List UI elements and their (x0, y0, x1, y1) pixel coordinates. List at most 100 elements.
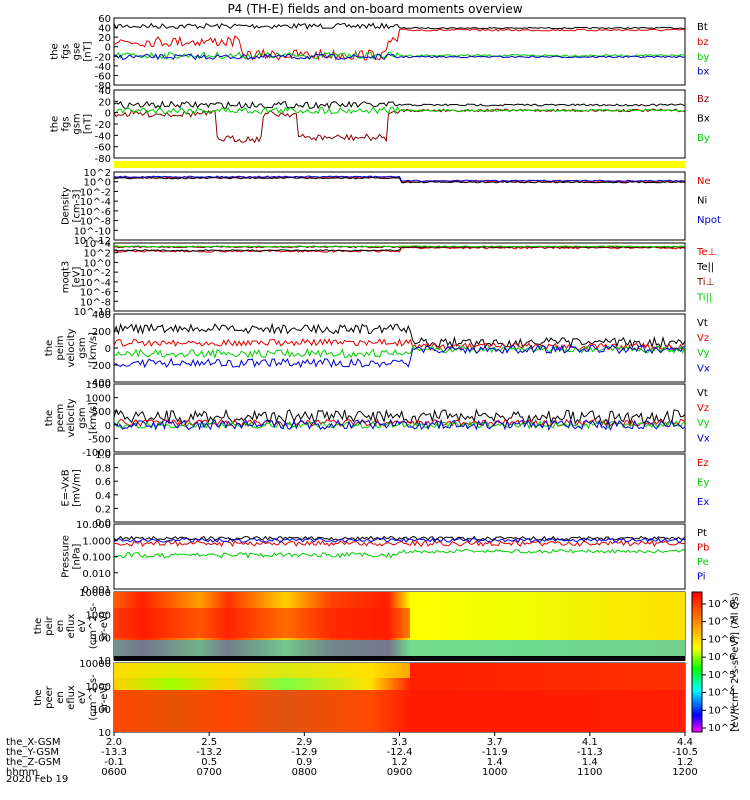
legend-Vx: Vx (697, 363, 710, 374)
ytick-label: 10^-8 (80, 217, 111, 228)
panel-frame (113, 313, 686, 383)
series-peem_velocity-Vx (113, 418, 686, 432)
colorbar-label: [eV/(cm^2-s-sr-eV)] (All Qs) (730, 592, 741, 731)
electron-spectrogram-hot-band (114, 690, 685, 732)
ytick-label: 0 (105, 344, 111, 355)
colorbar-tick-label: 10^5 (708, 670, 735, 681)
ytick-label: 0.100 (82, 553, 111, 564)
legend-Vz: Vz (697, 403, 709, 414)
ytick-label: 10^-8 (80, 297, 111, 308)
xaxis-row-label: the_Z-GSM (6, 757, 61, 768)
ytick-label: 100 (92, 633, 111, 644)
ylabel-line: the (44, 340, 55, 356)
legend-Ti||: Ti|| (696, 292, 712, 303)
ylabel-line: (cm^2-s- (88, 674, 99, 721)
panel-frame (113, 523, 686, 590)
ytick-label: 10^-4 (80, 197, 111, 208)
ytick-label: 10^2 (84, 168, 111, 179)
ylabel-line: [nT] (83, 41, 94, 61)
ytick-label: 0.001 (82, 585, 111, 596)
ylabel-line: (cm^2-s- (88, 602, 99, 649)
legend-Te||: Te|| (696, 262, 714, 273)
ytick-label: -60 (95, 71, 111, 82)
ylabel-line: [cm-3] (72, 189, 83, 222)
legend-Vy: Vy (697, 418, 710, 429)
legend-Bx: Bx (697, 113, 710, 124)
ytick-label: 0.0 (95, 518, 111, 529)
ylabel-line: peir (44, 615, 55, 635)
xaxis-value: 0.9 (296, 757, 312, 768)
ylabel-line: Pressure (61, 535, 72, 578)
ylabel-line: E=-VxB (61, 469, 72, 506)
ytick-label: 10^-6 (80, 207, 111, 218)
panel-temperature: 10^410^210^010^-210^-410^-610^-810^-10 mo… (61, 239, 717, 318)
ytick-label: -40 (95, 131, 111, 142)
xaxis-value: 4.4 (677, 737, 693, 748)
ylabel-line: velocity (66, 398, 77, 437)
ytick-label: 0 (105, 421, 111, 432)
xaxis-value: 0900 (387, 767, 412, 778)
ylabel-line: velocity (66, 328, 77, 367)
series-density-Npot (113, 175, 686, 183)
panel-peim_velocity: 400 200 0 -200 -400 the peim velocity gsm [km/s] V… (44, 310, 710, 389)
ytick-label: 0.2 (95, 504, 111, 515)
ytick-label: -500 (88, 434, 111, 445)
xaxis-value: 3.7 (487, 737, 503, 748)
ylabel-line: [nT] (83, 114, 94, 134)
ytick-label: 1500 (86, 380, 111, 391)
ylabel-line: gse (72, 43, 83, 61)
colorbar-tick-label: 10^6 (708, 652, 735, 663)
electron-spectrogram-top-band (114, 663, 410, 678)
series-fgs_gsm-By (114, 105, 686, 115)
ytick-label: -20 (95, 120, 111, 131)
ytick-label: 10^-12 (74, 236, 111, 247)
ytick-label: 0.6 (95, 477, 111, 488)
ylabel-line: [mV/m] (72, 469, 83, 507)
legend-Ne: Ne (697, 176, 711, 187)
ylabel-line: eflux (66, 614, 77, 639)
ylabel-line: peem (55, 404, 66, 432)
xaxis-row-label: hhmm (6, 767, 38, 778)
series-density-Ni (113, 176, 686, 184)
ylabel-line: sr-eV) (99, 611, 110, 640)
ytick-label: 1.000 (82, 536, 111, 547)
ytick-label: 10 (98, 656, 111, 667)
xaxis-value: 2.9 (296, 737, 312, 748)
panel-frame (113, 242, 686, 312)
series-peim_velocity-Vt (113, 322, 686, 349)
date-label: 2020 Feb 19 (6, 774, 68, 785)
panel-efield: 1.0 0.8 0.6 0.4 0.2 0.0 E=-VxB [mV/m] Ez Ey Ex (61, 450, 710, 529)
figure-title: P4 (TH-E) fields and on-board moments ov… (227, 2, 522, 16)
ylabel-line: [eV] (72, 267, 83, 288)
ylabel-line: the (44, 410, 55, 426)
ytick-label: -80 (95, 81, 111, 92)
ytick-label: 10000 (79, 659, 111, 670)
series-peim_velocity-Vy (113, 345, 686, 360)
legend-Pe: Pe (697, 557, 709, 568)
series-pressure-Pb (114, 539, 686, 548)
ytick-label: -40 (95, 62, 111, 73)
ytick-label: 40 (98, 24, 111, 35)
xaxis-value: 1000 (482, 767, 507, 778)
series-pressure-Pt (113, 535, 686, 541)
ylabel-line: fgs (61, 116, 72, 131)
electron-spectrogram (114, 663, 685, 732)
ytick-label: 200 (92, 327, 111, 338)
xaxis-value: 0600 (101, 767, 126, 778)
legend-Pb: Pb (697, 542, 709, 553)
ylabel-line: the (50, 116, 61, 132)
xaxis-value: 0800 (292, 767, 317, 778)
ylabel-line: en (55, 691, 66, 704)
legend-Vx: Vx (697, 433, 710, 444)
colorbar-tick-label: 10^4 (708, 688, 735, 699)
ytick-label: 0.010 (82, 569, 111, 580)
ylabel-line: gsm (77, 337, 88, 358)
xaxis-value: 1.2 (392, 757, 408, 768)
ytick-label: 40 (98, 86, 111, 97)
ytick-label: 100 (92, 705, 111, 716)
ylabel-line: eflux (66, 685, 77, 710)
xaxis-value: -10.5 (672, 747, 698, 758)
ytick-label: 1000 (86, 682, 111, 693)
ytick-label: 500 (92, 407, 111, 418)
